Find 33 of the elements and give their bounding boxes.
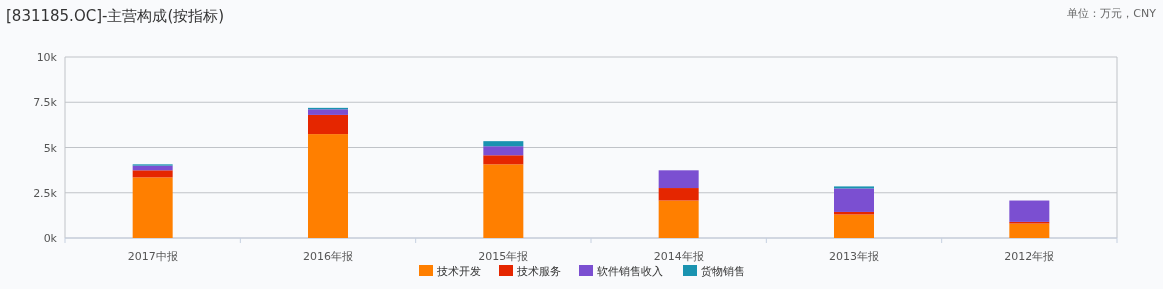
bar <box>1009 223 1050 238</box>
bar <box>308 109 348 115</box>
x-tick-label: 2014年报 <box>653 250 704 263</box>
x-tick-label: 2015年报 <box>478 250 529 263</box>
bar <box>483 155 524 165</box>
y-tick-label: 2.5k <box>33 186 58 200</box>
legend-label: 软件销售收入 <box>597 265 663 278</box>
y-tick-label: 10k <box>36 51 58 64</box>
bar <box>834 188 874 212</box>
bar <box>658 200 699 238</box>
chart-title: [831185.OC]-主营构成(按指标) <box>6 7 225 25</box>
x-tick-label: 2016年报 <box>303 250 353 263</box>
bar <box>483 164 524 238</box>
y-tick-label: 0k <box>43 232 58 245</box>
bar <box>658 188 699 201</box>
x-tick-label: 2017中报 <box>127 250 178 263</box>
y-tick-label: 7.5k <box>33 96 58 110</box>
y-tick-label: 5k <box>43 141 58 155</box>
bar <box>1009 200 1050 222</box>
bar <box>308 114 348 135</box>
legend-label: 技术开发 <box>436 265 481 278</box>
bar <box>308 134 348 238</box>
legend-label: 技术服务 <box>516 265 561 278</box>
bar <box>483 141 524 147</box>
bar <box>132 177 173 238</box>
legend-label: 货物销售 <box>701 265 745 278</box>
bar <box>658 170 699 189</box>
bar <box>834 214 874 238</box>
x-tick-label: 2012年报 <box>1004 250 1055 263</box>
x-tick-label: 2013年报 <box>829 250 879 263</box>
text: 单位：万元，CNY <box>1067 7 1157 20</box>
bar <box>483 146 524 156</box>
bar <box>132 170 173 178</box>
